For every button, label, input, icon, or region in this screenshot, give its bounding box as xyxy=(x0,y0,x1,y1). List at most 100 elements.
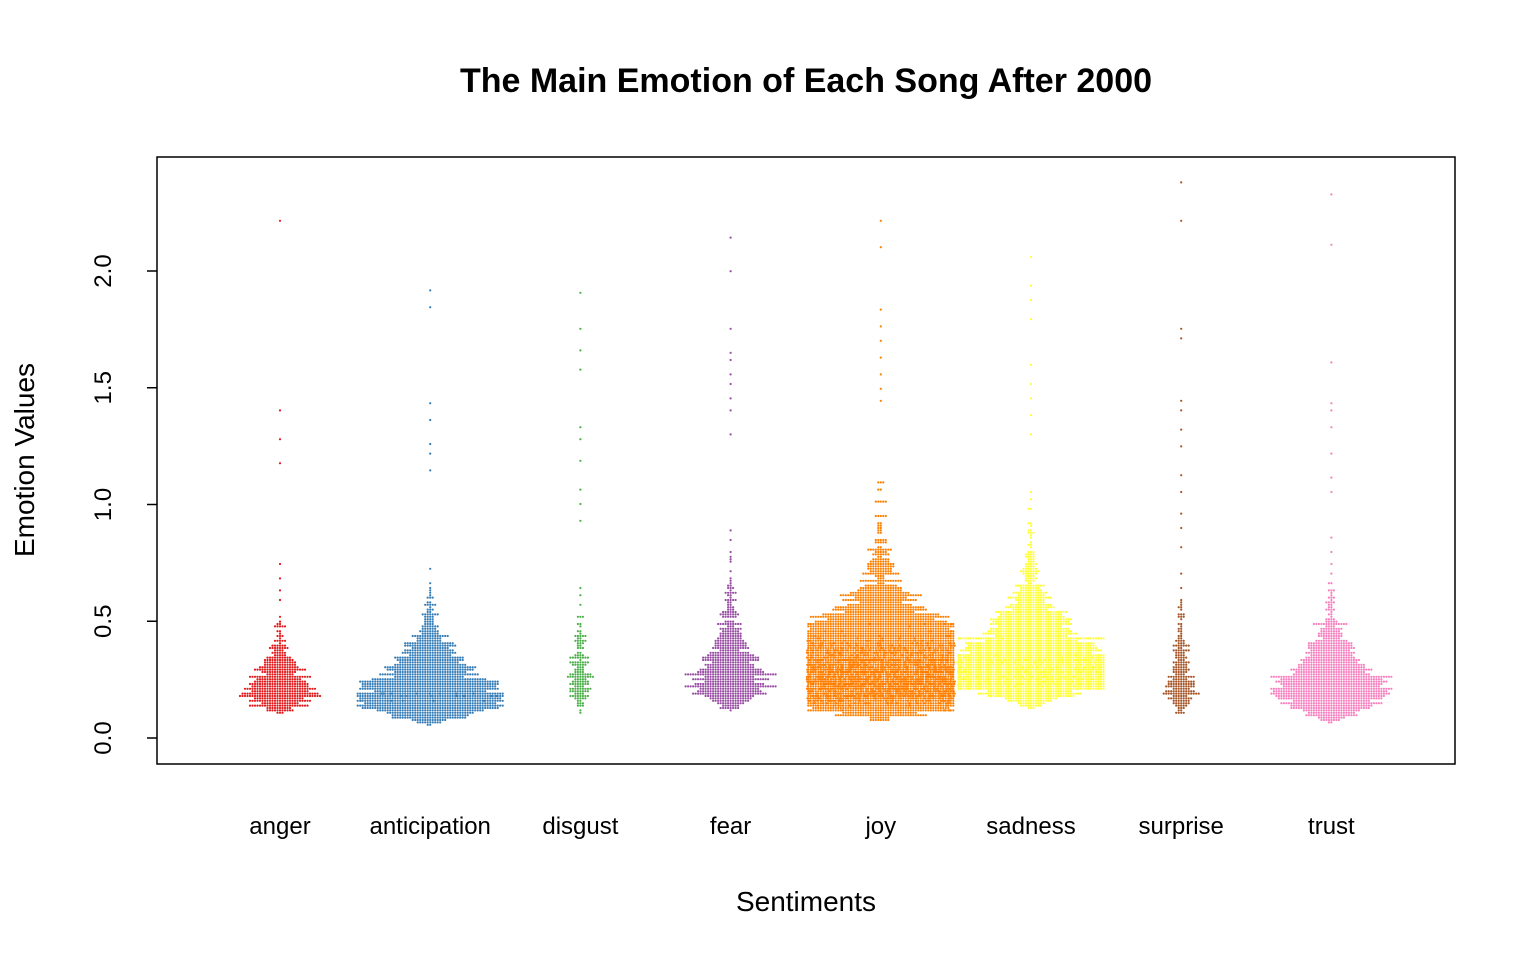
data-point xyxy=(429,620,432,623)
data-point xyxy=(414,692,417,695)
data-point xyxy=(852,622,855,626)
data-point xyxy=(702,692,705,695)
data-point xyxy=(439,666,442,669)
data-point xyxy=(486,697,489,700)
data-point xyxy=(576,697,580,700)
data-point xyxy=(849,625,852,628)
data-point xyxy=(251,694,254,698)
data-point xyxy=(439,699,442,702)
data-point xyxy=(273,687,277,690)
data-point xyxy=(374,687,377,690)
data-point xyxy=(426,699,429,702)
data-point xyxy=(574,687,577,690)
data-point xyxy=(834,661,837,664)
data-point xyxy=(729,622,732,626)
data-point xyxy=(709,663,712,666)
data-point xyxy=(864,709,867,712)
data-point xyxy=(308,687,312,690)
data-point xyxy=(739,622,742,626)
data-point xyxy=(709,656,712,659)
data-point xyxy=(722,639,725,642)
data-point xyxy=(867,656,870,659)
data-point xyxy=(301,704,304,707)
data-point xyxy=(894,618,897,621)
data-point xyxy=(426,687,429,690)
data-point xyxy=(852,642,855,645)
data-point xyxy=(732,615,735,618)
data-point xyxy=(737,663,740,666)
data-point xyxy=(461,697,464,700)
data-point xyxy=(854,613,857,616)
data-point xyxy=(471,690,474,693)
data-point xyxy=(268,656,272,659)
data-point xyxy=(283,661,287,664)
data-point xyxy=(396,694,399,698)
data-point xyxy=(727,634,730,638)
data-point xyxy=(409,658,412,662)
data-point xyxy=(466,704,469,707)
data-point xyxy=(466,709,469,712)
data-point xyxy=(421,718,424,722)
data-point xyxy=(406,656,409,659)
data-point xyxy=(379,702,382,705)
data-point xyxy=(283,644,287,647)
data-point xyxy=(416,666,419,669)
data-point xyxy=(719,654,722,657)
data-point xyxy=(824,661,827,664)
data-point xyxy=(884,598,887,602)
data-point xyxy=(864,620,867,623)
data-point xyxy=(574,680,577,683)
data-point xyxy=(434,630,437,633)
data-point xyxy=(857,634,860,638)
data-point xyxy=(288,661,292,664)
data-point xyxy=(884,714,887,717)
data-point xyxy=(729,639,732,642)
data-point xyxy=(859,642,862,645)
data-point xyxy=(899,632,902,635)
data-point xyxy=(739,687,742,690)
data-point xyxy=(424,644,427,647)
data-point xyxy=(431,632,434,635)
data-point xyxy=(431,694,434,698)
data-point xyxy=(576,656,580,659)
data-point xyxy=(278,663,282,666)
data-point xyxy=(907,627,910,630)
data-point xyxy=(909,644,912,647)
data-point xyxy=(446,651,449,654)
data-point xyxy=(469,666,472,669)
data-point xyxy=(283,639,287,642)
data-point xyxy=(451,675,454,678)
data-point xyxy=(431,680,434,683)
data-point xyxy=(266,692,269,695)
data-point xyxy=(907,706,910,710)
data-point xyxy=(454,675,457,678)
data-point xyxy=(271,687,274,690)
data-point xyxy=(436,673,439,676)
data-point xyxy=(852,709,855,712)
data-point xyxy=(419,634,422,638)
data-point xyxy=(729,591,732,594)
data-point xyxy=(286,706,289,710)
data-point xyxy=(579,658,582,662)
data-point xyxy=(879,603,882,606)
data-point xyxy=(278,697,282,700)
data-point xyxy=(283,697,287,700)
data-point xyxy=(879,577,882,580)
data-point xyxy=(484,685,487,688)
data-point xyxy=(904,615,907,618)
data-point xyxy=(744,685,747,688)
data-point xyxy=(714,658,717,662)
data-point xyxy=(431,661,434,664)
data-point xyxy=(714,670,717,674)
data-point xyxy=(444,704,447,707)
data-point xyxy=(436,632,439,635)
data-point xyxy=(759,668,762,671)
data-point xyxy=(894,714,897,717)
data-point xyxy=(481,687,484,690)
data-point xyxy=(371,706,374,710)
data-point xyxy=(852,706,855,710)
data-point xyxy=(276,675,279,678)
data-point xyxy=(744,673,747,676)
data-point xyxy=(471,668,474,671)
data-point xyxy=(364,685,367,688)
